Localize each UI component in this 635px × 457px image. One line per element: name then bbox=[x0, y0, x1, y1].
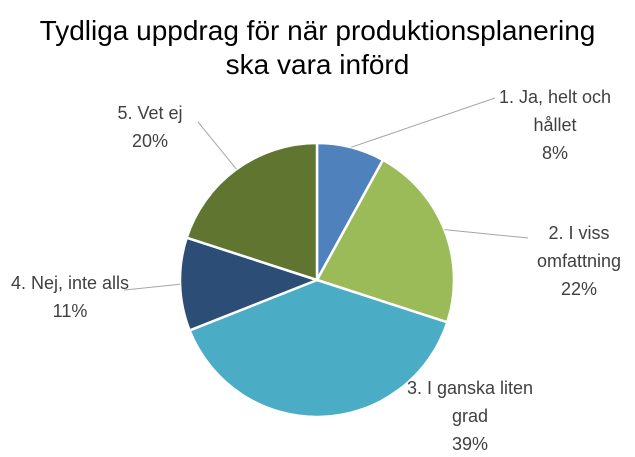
leader-line bbox=[444, 229, 529, 239]
category-label: 4. Nej, inte alls bbox=[10, 273, 130, 293]
chart-title: Tydliga uppdrag för när produktionsplane… bbox=[39, 15, 596, 80]
slice-label: 5. Vet ej 20% bbox=[85, 99, 215, 155]
category-label: 1. Ja, helt och hållet bbox=[498, 87, 612, 135]
category-label: 2. I viss omfattning bbox=[536, 223, 622, 271]
pie-slice bbox=[178, 236, 321, 333]
pie-slice bbox=[315, 158, 456, 324]
category-label: 5. Vet ej bbox=[117, 103, 183, 123]
percent-label: 11% bbox=[52, 301, 88, 321]
percent-label: 22% bbox=[560, 279, 598, 299]
percent-label: 39% bbox=[451, 434, 489, 454]
pie-slice bbox=[187, 278, 449, 419]
chart-title-box: Tydliga uppdrag för när produktionsplane… bbox=[0, 14, 635, 82]
category-label: 3. I ganska liten grad bbox=[406, 378, 534, 426]
slice-label: 4. Nej, inte alls 11% bbox=[0, 269, 140, 325]
slice-label: 3. I ganska liten grad 39% bbox=[405, 374, 535, 457]
leader-line bbox=[197, 121, 237, 170]
leader-line bbox=[350, 97, 496, 148]
slice-label: 1. Ja, helt och hållet 8% bbox=[490, 83, 620, 167]
percent-label: 8% bbox=[541, 143, 568, 163]
percent-label: 20% bbox=[131, 131, 169, 151]
slice-label: 2. I viss omfattning 22% bbox=[520, 219, 635, 303]
leader-line bbox=[123, 283, 181, 291]
